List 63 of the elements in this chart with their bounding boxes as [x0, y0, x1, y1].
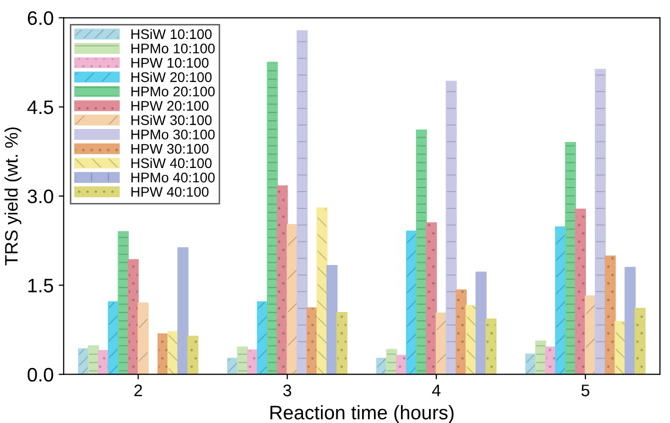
legend-label: HSiW 30:100	[131, 114, 212, 126]
legend-label: HPMo 30:100	[131, 130, 215, 140]
bar	[584, 295, 596, 374]
bar	[128, 259, 139, 374]
y-axis-title: TRS yield (wt. %)	[4, 127, 22, 266]
bar	[476, 272, 487, 374]
y-tick-label: 6.0	[28, 11, 54, 26]
legend-label: HPMo 10:100	[131, 44, 215, 54]
bar	[416, 130, 427, 374]
bar	[386, 348, 398, 374]
bar	[456, 289, 467, 374]
y-tick-label: 4.5	[27, 100, 54, 114]
bar	[535, 340, 546, 374]
bar	[545, 346, 556, 374]
bar	[336, 312, 348, 374]
bar	[187, 336, 198, 374]
bar	[316, 207, 328, 374]
bar	[525, 354, 536, 374]
legend-label: HPMo 40:100	[131, 172, 215, 182]
legend-label: HPW 20:100	[131, 100, 209, 111]
bar	[296, 30, 308, 374]
bar	[326, 265, 338, 374]
bar	[446, 80, 457, 374]
legend-label: HSiW 20:100	[131, 72, 212, 82]
bar	[624, 266, 636, 374]
x-tick-label: 4	[432, 384, 440, 396]
bar	[158, 333, 169, 374]
bar	[266, 62, 278, 374]
bar	[286, 224, 298, 374]
bar	[614, 320, 626, 374]
bar	[485, 318, 497, 374]
legend-label: HSiW 40:100	[131, 158, 212, 168]
legend-label: HPMo 20:100	[131, 86, 215, 96]
legend-label: HPW 30:100	[131, 144, 209, 154]
bar	[634, 308, 646, 374]
bar	[574, 208, 586, 374]
bar	[88, 345, 99, 374]
bar	[406, 230, 418, 374]
bar	[306, 307, 318, 374]
y-tick-label: 0.0	[28, 368, 54, 382]
bar	[256, 301, 268, 374]
y-tick-label: 1.5	[28, 278, 54, 292]
x-tick-label: 5	[581, 384, 590, 396]
legend-label: HPW 10:100	[131, 58, 209, 68]
bar	[466, 304, 477, 374]
bar	[167, 331, 178, 374]
bar	[98, 350, 109, 374]
legend-label: HPW 40:100	[131, 186, 209, 197]
bar	[604, 256, 616, 374]
bar	[237, 346, 248, 374]
bar	[177, 247, 188, 374]
x-axis-title: Reaction time (hours)	[270, 405, 454, 423]
bar	[555, 226, 566, 374]
x-tick-label: 3	[283, 384, 292, 396]
legend-label: HSiW 10:100	[131, 28, 212, 40]
x-tick-label: 2	[134, 384, 142, 396]
bar	[594, 68, 606, 374]
bar	[108, 301, 119, 374]
bar	[426, 222, 437, 374]
y-tick-label: 3.0	[28, 190, 54, 204]
bar	[78, 348, 90, 374]
bar	[564, 142, 576, 374]
bar	[138, 302, 149, 374]
